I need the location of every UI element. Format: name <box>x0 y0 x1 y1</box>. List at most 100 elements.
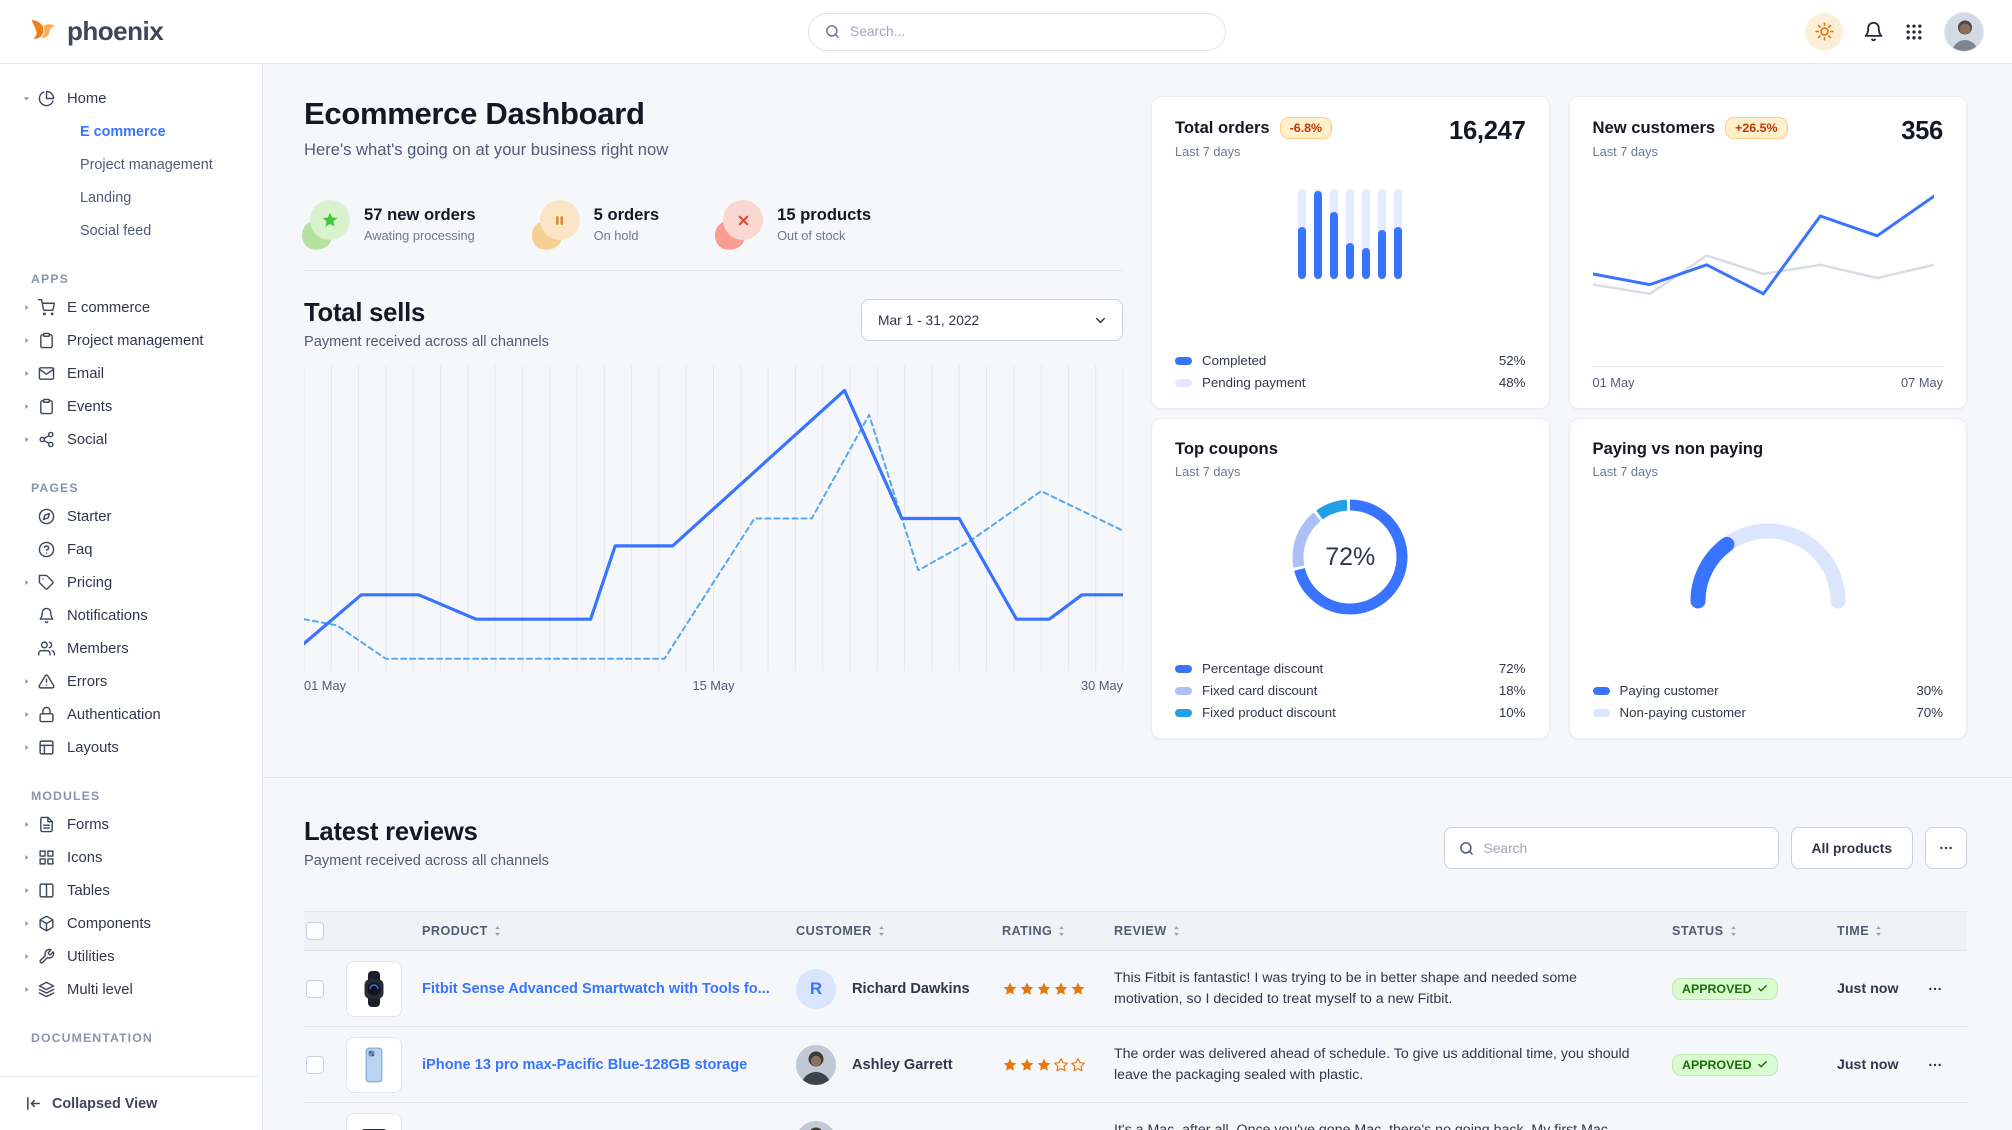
sidebar-item-layouts[interactable]: Layouts <box>0 731 262 764</box>
column-header-status[interactable]: STATUS <box>1672 924 1837 938</box>
legend-swatch <box>1592 708 1610 717</box>
sidebar-item-notifications[interactable]: Notifications <box>0 599 262 632</box>
sidebar-item-multi-level[interactable]: Multi level <box>0 973 262 1006</box>
chevron-down-icon <box>1093 313 1108 328</box>
sidebar-item-home[interactable]: Home <box>0 82 262 115</box>
reviews-table-header: PRODUCT CUSTOMER RATING REVIEW STATUS TI… <box>304 911 1967 951</box>
sidebar-item-label: Tables <box>67 882 110 899</box>
sidebar-item-members[interactable]: Members <box>0 632 262 665</box>
sidebar-item-errors[interactable]: Errors <box>0 665 262 698</box>
caret-right-icon <box>22 710 38 719</box>
select-all-checkbox[interactable] <box>306 922 324 940</box>
status-badge: APPROVED <box>1672 1053 1778 1076</box>
stat-sublabel: Awating processing <box>364 228 475 243</box>
column-header-product[interactable]: PRODUCT <box>422 924 796 938</box>
reviews-search[interactable] <box>1443 827 1779 869</box>
sidebar-item-social-feed[interactable]: Social feed <box>80 222 152 239</box>
chevron-down-icon <box>22 94 38 103</box>
total-orders-change-badge: -6.8% <box>1279 117 1333 139</box>
sidebar-item-landing[interactable]: Landing <box>80 189 132 206</box>
top-navbar: phoenix <box>0 0 2012 64</box>
product-link[interactable]: iPhone 13 pro max-Pacific Blue-128GB sto… <box>422 1056 748 1073</box>
x-tick: 15 May <box>692 678 735 693</box>
sidebar-item-e-commerce[interactable]: E commerce <box>80 123 166 140</box>
sidebar-item-label: Layouts <box>67 739 119 756</box>
paying-gauge-chart <box>1673 507 1863 619</box>
product-link[interactable]: Fitbit Sense Advanced Smartwatch with To… <box>422 980 770 997</box>
bar <box>1362 189 1371 279</box>
column-header-rating[interactable]: RATING <box>1002 924 1114 938</box>
row-more-button[interactable] <box>1927 981 1967 997</box>
bell-icon <box>38 607 55 624</box>
sidebar-item-project-management[interactable]: Project management <box>80 156 213 173</box>
sidebar-item-pricing[interactable]: Pricing <box>0 566 262 599</box>
new-customers-value: 356 <box>1901 117 1943 145</box>
legend-item-paying-customer: Paying customer 30% <box>1592 683 1943 698</box>
sort-icon <box>493 925 502 937</box>
customer-avatar <box>796 1044 836 1085</box>
review-text: The order was delivered ahead of schedul… <box>1114 1045 1630 1083</box>
top-coupons-center-value: 72% <box>1325 542 1376 571</box>
legend-item-percentage-discount: Percentage discount 72% <box>1175 661 1526 676</box>
sidebar-item-faq[interactable]: Faq <box>0 533 262 566</box>
user-avatar[interactable] <box>1944 11 1984 52</box>
notifications-button[interactable] <box>1863 21 1884 42</box>
sidebar-item-label: Project management <box>67 332 204 349</box>
table-row: iPhone 13 pro max-Pacific Blue-128GB sto… <box>304 1027 1967 1103</box>
sidebar-item-social[interactable]: Social <box>0 423 262 456</box>
column-header-review[interactable]: REVIEW <box>1114 924 1672 938</box>
clipboard-icon <box>38 398 55 415</box>
sidebar-item-icons[interactable]: Icons <box>0 841 262 874</box>
column-header-time[interactable]: TIME <box>1837 924 1927 938</box>
top-coupons-card: Top coupons Last 7 days 72% Percentage d… <box>1151 418 1550 739</box>
page-subtitle: Here's what's going on at your business … <box>304 140 669 159</box>
stat-value: 5 orders <box>593 205 660 224</box>
users-icon <box>38 640 55 657</box>
row-more-button[interactable] <box>1927 1057 1967 1073</box>
sidebar-item-utilities[interactable]: Utilities <box>0 940 262 973</box>
global-search[interactable] <box>808 12 1226 51</box>
tool-icon <box>38 948 55 965</box>
x-tick: 01 May <box>1592 375 1635 390</box>
reviews-more-button[interactable] <box>1925 827 1967 869</box>
sidebar-item-project-management[interactable]: Project management <box>0 324 262 357</box>
theme-toggle-button[interactable] <box>1805 12 1843 51</box>
sidebar-item-events[interactable]: Events <box>0 390 262 423</box>
search-input[interactable] <box>850 24 1209 39</box>
sun-icon <box>1814 22 1834 41</box>
star-outline-icon <box>1070 1057 1086 1073</box>
top-coupons-legend: Percentage discount 72% Fixed card disco… <box>1175 661 1526 720</box>
sidebar-item-authentication[interactable]: Authentication <box>0 698 262 731</box>
legend-value: 30% <box>1916 683 1943 698</box>
legend-label: Paying customer <box>1619 683 1719 698</box>
sidebar-item-components[interactable]: Components <box>0 907 262 940</box>
row-checkbox[interactable] <box>306 1055 324 1074</box>
caret-right-icon <box>22 303 38 312</box>
caret-right-icon <box>22 578 38 587</box>
stat-sublabel: Out of stock <box>777 228 846 243</box>
bell-icon <box>1863 21 1884 42</box>
sidebar-item-tables[interactable]: Tables <box>0 874 262 907</box>
total-sells-subtitle: Payment received across all channels <box>304 334 549 350</box>
sidebar-item-starter[interactable]: Starter <box>0 500 262 533</box>
date-range-select[interactable]: Mar 1 - 31, 2022 <box>861 299 1123 341</box>
sidebar-item-email[interactable]: Email <box>0 357 262 390</box>
brand-logo[interactable]: phoenix <box>28 16 164 47</box>
all-products-button[interactable]: All products <box>1790 827 1913 869</box>
legend-item-completed: Completed 52% <box>1175 353 1526 368</box>
bar <box>1346 189 1355 279</box>
caret-right-icon <box>22 919 38 928</box>
sidebar-item-e-commerce[interactable]: E commerce <box>0 291 262 324</box>
legend-label: Percentage discount <box>1202 661 1324 676</box>
reviews-search-input[interactable] <box>1483 840 1764 856</box>
grid-9-icon <box>1904 22 1924 42</box>
legend-label: Pending payment <box>1202 375 1306 390</box>
sidebar-item-forms[interactable]: Forms <box>0 808 262 841</box>
page-title: Ecommerce Dashboard <box>304 96 645 131</box>
collapsed-view-toggle[interactable]: Collapsed View <box>0 1076 261 1130</box>
row-checkbox[interactable] <box>306 979 324 998</box>
package-icon <box>38 915 55 932</box>
apps-menu-button[interactable] <box>1904 22 1924 42</box>
column-header-customer[interactable]: CUSTOMER <box>796 924 1002 938</box>
star-filled-icon <box>1070 981 1086 997</box>
